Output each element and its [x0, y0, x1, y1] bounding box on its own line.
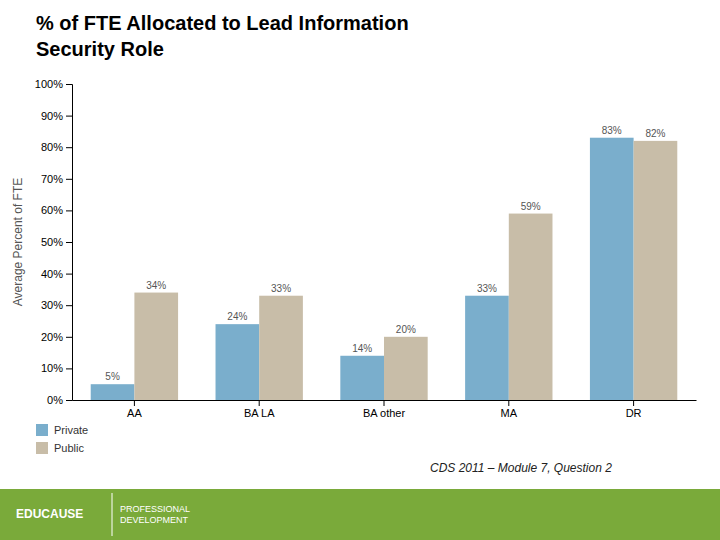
y-tick-mark	[66, 368, 72, 369]
y-tick: 0%	[47, 394, 72, 406]
bar	[259, 296, 303, 400]
x-tick: MA	[501, 400, 518, 419]
y-tick-mark	[66, 116, 72, 117]
legend-swatch	[36, 442, 48, 454]
y-tick: 80%	[41, 141, 72, 153]
x-tick-mark	[633, 400, 634, 406]
banner-text: DEVELOPMENT	[120, 515, 189, 525]
y-tick: 50%	[41, 236, 72, 248]
y-tick-mark	[66, 400, 72, 401]
bar	[216, 324, 260, 400]
x-tick-mark	[384, 400, 385, 406]
y-axis-line	[66, 85, 73, 401]
y-tick-mark	[66, 337, 72, 338]
data-label: 33%	[271, 283, 291, 294]
y-tick: 10%	[41, 362, 72, 374]
y-tick: 20%	[41, 331, 72, 343]
banner-separator	[112, 493, 113, 536]
banner-text: PROFESSIONAL	[120, 504, 190, 514]
data-label: 33%	[477, 283, 497, 294]
source-note: CDS 2011 – Module 7, Question 2	[430, 461, 612, 475]
y-tick-mark	[66, 179, 72, 180]
legend-swatch	[36, 424, 48, 436]
bar	[509, 214, 553, 400]
y-tick-label: 100%	[35, 78, 63, 90]
y-tick-label: 20%	[41, 331, 63, 343]
data-label: 82%	[645, 128, 665, 139]
bar	[134, 293, 178, 400]
y-tick-label: 60%	[41, 204, 63, 216]
y-tick: 60%	[41, 204, 72, 216]
x-tick-label: BA LA	[244, 407, 275, 419]
x-tick-label: BA other	[363, 407, 406, 419]
y-tick: 70%	[41, 173, 72, 185]
bar	[590, 138, 634, 400]
x-tick: BA other	[363, 400, 406, 419]
y-tick: 100%	[35, 78, 72, 90]
chart-title: % of FTE Allocated to Lead Information	[36, 12, 409, 34]
x-tick-mark	[134, 400, 135, 406]
y-axis-title: Average Percent of FTE	[11, 178, 25, 307]
data-label: 24%	[227, 311, 247, 322]
legend: Private Public	[36, 424, 88, 454]
footer-banner: EDUCAUSE PROFESSIONALDEVELOPMENT	[0, 489, 720, 540]
y-tick-label: 40%	[41, 268, 63, 280]
y-tick-mark	[66, 147, 72, 148]
banner-background	[0, 489, 720, 540]
chart-svg: % of FTE Allocated to Lead Information Se…	[0, 0, 720, 540]
x-tick-label: MA	[501, 407, 518, 419]
y-tick: 30%	[41, 299, 72, 311]
data-label: 59%	[521, 201, 541, 212]
y-tick-mark	[66, 242, 72, 243]
y-tick-label: 90%	[41, 110, 63, 122]
data-label: 34%	[146, 280, 166, 291]
bar-series	[91, 138, 634, 400]
data-labels: 5% 24% 14% 33% 83% 34% 33% 20% 59% 82%	[105, 125, 665, 382]
y-tick-label: 80%	[41, 141, 63, 153]
y-tick-mark	[66, 305, 72, 306]
bars	[91, 138, 678, 400]
bar	[384, 337, 428, 400]
data-label: 83%	[602, 125, 622, 136]
data-label: 20%	[396, 324, 416, 335]
legend-item: Public	[36, 442, 84, 454]
y-tick-label: 50%	[41, 236, 63, 248]
y-tick-label: 30%	[41, 299, 63, 311]
bar	[634, 141, 678, 400]
x-tick: DR	[626, 400, 642, 419]
y-axis: 0% 10% 20% 30% 40% 50% 60% 70% 80% 90% 100%	[35, 78, 73, 406]
plot-area: 0% 10% 20% 30% 40% 50% 60% 70% 80% 90% 100% AA BA LA…	[11, 78, 697, 419]
x-tick-mark	[259, 400, 260, 406]
bar	[91, 384, 135, 400]
y-tick-label: 10%	[41, 362, 63, 374]
chart-title: Security Role	[36, 38, 164, 60]
x-tick: AA	[127, 400, 142, 419]
legend-label: Private	[54, 424, 88, 436]
data-label: 5%	[105, 371, 120, 382]
banner-logo: EDUCAUSE	[16, 507, 83, 521]
x-tick-label: DR	[626, 407, 642, 419]
y-tick-mark	[66, 210, 72, 211]
x-axis: AA BA LA BA other MA DR	[73, 400, 697, 419]
data-label: 14%	[352, 343, 372, 354]
x-tick: BA LA	[244, 400, 275, 419]
y-tick-label: 0%	[47, 394, 63, 406]
y-tick: 90%	[41, 110, 72, 122]
y-tick-mark	[66, 274, 72, 275]
bar-series	[134, 141, 677, 400]
legend-item: Private	[36, 424, 88, 436]
y-tick-label: 70%	[41, 173, 63, 185]
y-tick-mark	[66, 84, 72, 85]
x-tick-mark	[508, 400, 509, 406]
x-tick-label: AA	[127, 407, 142, 419]
bar	[340, 356, 384, 400]
y-tick: 40%	[41, 268, 72, 280]
bar	[465, 296, 509, 400]
legend-label: Public	[54, 442, 84, 454]
